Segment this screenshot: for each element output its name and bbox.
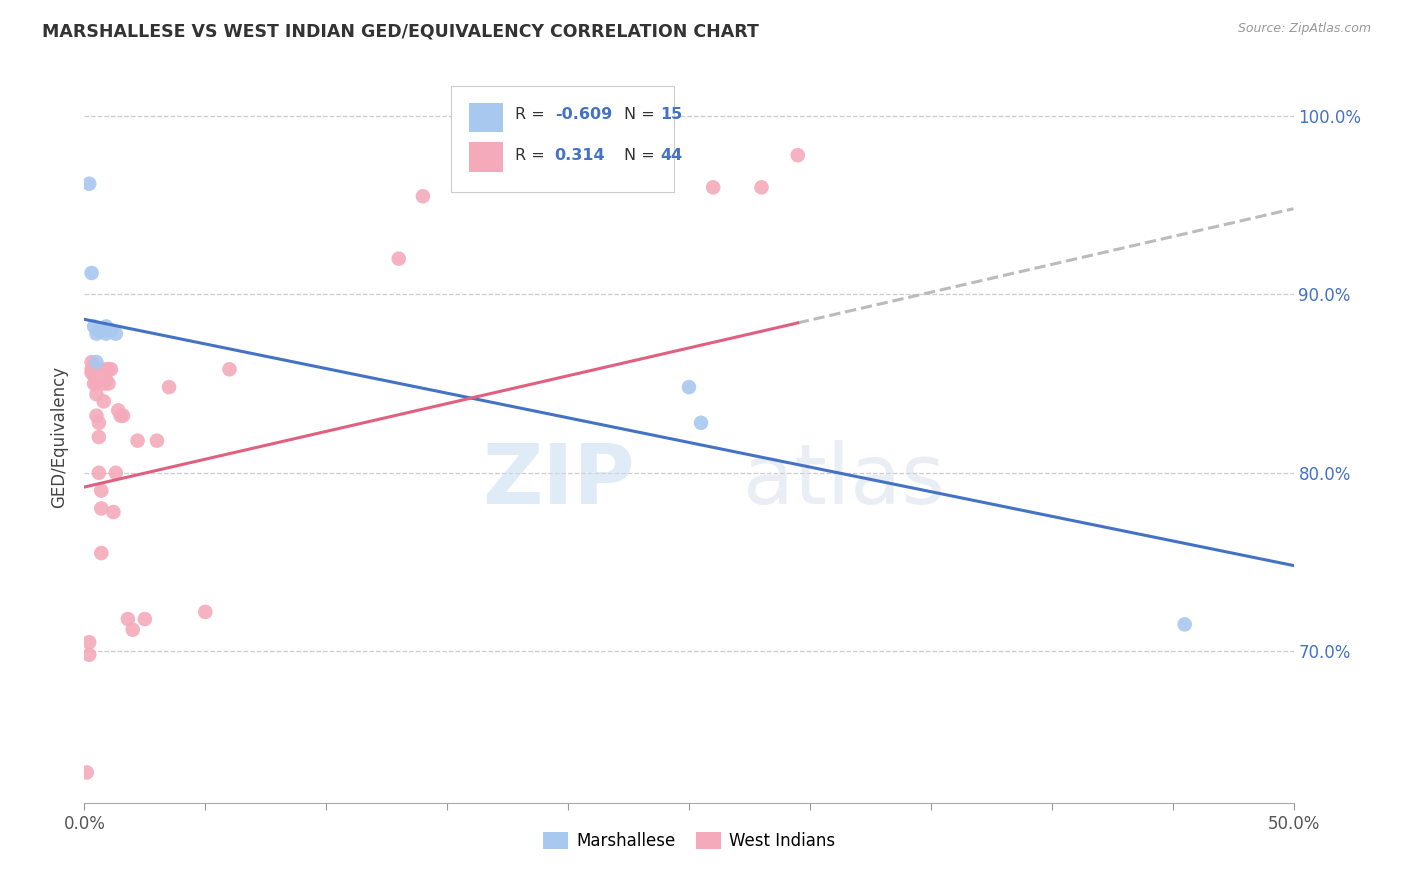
Point xyxy=(94,326,117,341)
Point xyxy=(388,252,411,266)
Point xyxy=(94,373,117,387)
Point xyxy=(786,148,808,162)
Point xyxy=(97,376,120,391)
Point xyxy=(80,362,103,376)
Point xyxy=(100,323,122,337)
Text: 15: 15 xyxy=(659,107,682,122)
Point xyxy=(86,376,108,391)
Point xyxy=(103,505,125,519)
Point xyxy=(77,648,100,662)
Point xyxy=(90,483,112,498)
Point xyxy=(86,362,108,376)
Text: atlas: atlas xyxy=(744,441,945,522)
Point xyxy=(94,319,117,334)
Point xyxy=(80,266,103,280)
Point xyxy=(87,323,110,337)
Point xyxy=(117,612,139,626)
Y-axis label: GED/Equivalency: GED/Equivalency xyxy=(51,366,69,508)
Point xyxy=(412,189,434,203)
Point xyxy=(87,466,110,480)
Point xyxy=(1174,617,1197,632)
Point xyxy=(146,434,169,448)
Text: N =: N = xyxy=(624,148,659,163)
Point xyxy=(83,368,105,382)
Point xyxy=(107,403,129,417)
Point xyxy=(90,323,112,337)
Point xyxy=(93,323,115,337)
Point xyxy=(702,180,724,194)
FancyBboxPatch shape xyxy=(468,103,503,132)
Text: R =: R = xyxy=(515,107,550,122)
Point xyxy=(86,387,108,401)
Point xyxy=(83,376,105,391)
Point xyxy=(86,355,108,369)
Point xyxy=(83,359,105,373)
Legend: Marshallese, West Indians: Marshallese, West Indians xyxy=(536,825,842,856)
Point xyxy=(93,376,115,391)
Point xyxy=(100,362,122,376)
Point xyxy=(678,380,700,394)
Point xyxy=(218,362,240,376)
Text: R =: R = xyxy=(515,148,555,163)
Text: Source: ZipAtlas.com: Source: ZipAtlas.com xyxy=(1237,22,1371,36)
Text: ZIP: ZIP xyxy=(482,441,634,522)
Point xyxy=(83,319,105,334)
Text: 0.314: 0.314 xyxy=(555,148,606,163)
Point xyxy=(97,362,120,376)
FancyBboxPatch shape xyxy=(451,86,675,192)
Text: MARSHALLESE VS WEST INDIAN GED/EQUIVALENCY CORRELATION CHART: MARSHALLESE VS WEST INDIAN GED/EQUIVALEN… xyxy=(42,22,759,40)
Text: -0.609: -0.609 xyxy=(555,107,612,122)
Point xyxy=(90,501,112,516)
Point xyxy=(77,635,100,649)
Point xyxy=(690,416,713,430)
Point xyxy=(87,430,110,444)
Text: 44: 44 xyxy=(659,148,682,163)
Point xyxy=(134,612,156,626)
Point xyxy=(157,380,180,394)
Point xyxy=(94,362,117,376)
Point xyxy=(751,180,773,194)
Point xyxy=(112,409,135,423)
Text: N =: N = xyxy=(624,107,659,122)
Point xyxy=(121,623,143,637)
Point xyxy=(77,177,100,191)
Point xyxy=(110,409,132,423)
FancyBboxPatch shape xyxy=(468,143,503,171)
Point xyxy=(87,416,110,430)
Point xyxy=(86,326,108,341)
Point xyxy=(80,366,103,380)
Point xyxy=(104,326,127,341)
Point xyxy=(86,409,108,423)
Point xyxy=(93,394,115,409)
Point xyxy=(127,434,149,448)
Point xyxy=(194,605,217,619)
Point xyxy=(104,466,127,480)
Point xyxy=(76,765,98,780)
Point xyxy=(90,546,112,560)
Point xyxy=(80,355,103,369)
